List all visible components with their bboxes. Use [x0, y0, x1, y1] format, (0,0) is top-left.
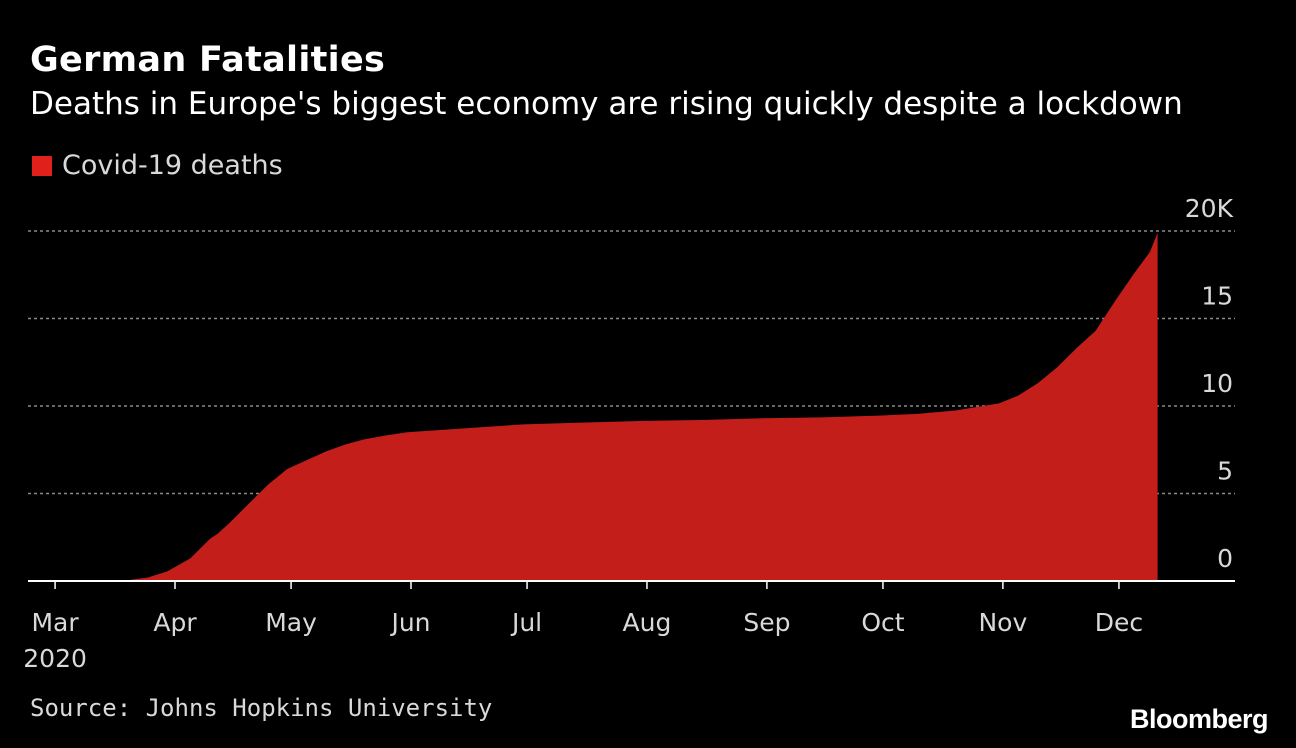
axes: 0 5 10 15 20K Mar 2020 Apr May Jun Jul Aug Sep Oct Nov…: [23, 194, 1235, 673]
legend-swatch: [32, 155, 52, 176]
y-tick-label: 10: [1201, 369, 1233, 398]
source-note: Source: Johns Hopkins University: [30, 694, 493, 722]
area-chart: 0 5 10 15 20K Mar 2020 Apr May Jun Jul Aug Sep Oct Nov…: [23, 194, 1235, 673]
area-series: [86, 232, 1158, 582]
y-tick-label: 15: [1201, 282, 1233, 311]
x-tick-label: Aug: [623, 608, 672, 637]
chart-subtitle: Deaths in Europe's biggest economy are r…: [30, 86, 1183, 122]
x-tick-label: Jun: [389, 608, 430, 637]
y-tick-label: 0: [1217, 544, 1233, 573]
x-tick-label: Dec: [1095, 608, 1143, 637]
x-tick-label: Jul: [510, 608, 542, 637]
x-tick-label: Sep: [743, 608, 790, 637]
x-tick-label: May: [265, 608, 317, 637]
x-tick-year-label: 2020: [23, 644, 87, 673]
x-tick-label: Mar: [31, 608, 79, 637]
bloomberg-logo: Bloomberg: [1129, 704, 1269, 734]
legend: Covid-19 deaths: [32, 150, 283, 181]
deaths-area: [86, 232, 1158, 582]
chart-title: German Fatalities: [30, 40, 386, 80]
y-tick-label: 20K: [1185, 194, 1234, 223]
y-tick-label: 5: [1217, 457, 1233, 486]
x-tick-label: Oct: [861, 608, 904, 637]
legend-label: Covid-19 deaths: [62, 150, 283, 181]
x-tick-label: Nov: [978, 608, 1027, 637]
x-tick-label: Apr: [153, 608, 197, 637]
